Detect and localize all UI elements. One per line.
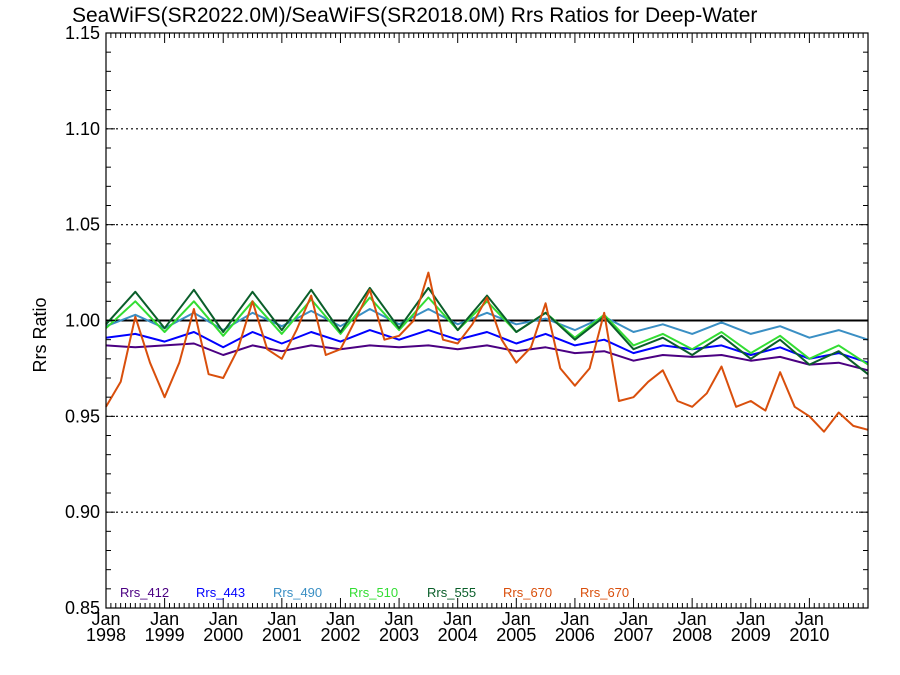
y-tick-label: 0.90 — [65, 502, 100, 522]
x-tick-labels: Jan1998Jan1999Jan2000Jan2001Jan2002Jan20… — [86, 609, 829, 645]
y-tick-label: 0.85 — [65, 598, 100, 618]
x-tick-year: 1998 — [86, 625, 126, 645]
x-tick-month: Jan — [150, 609, 179, 629]
series-line-rrs-670-5 — [105, 271, 869, 433]
x-tick-year: 2008 — [672, 625, 712, 645]
series-line-rrs-555-4 — [105, 286, 869, 375]
legend-entry: Rrs_510 — [349, 585, 398, 600]
x-tick-year: 1999 — [145, 625, 185, 645]
series-line-rrs-510-3 — [105, 296, 869, 366]
x-tick-year: 2003 — [379, 625, 419, 645]
y-tick-label: 1.10 — [65, 119, 100, 139]
legend-entry: Rrs_555 — [427, 585, 476, 600]
x-tick-year: 2005 — [496, 625, 536, 645]
x-tick-month: Jan — [678, 609, 707, 629]
plot-frame — [105, 32, 869, 609]
y-axis-label: Rrs Ratio — [30, 297, 50, 372]
x-tick-month: Jan — [619, 609, 648, 629]
x-tick-year: 2009 — [731, 625, 771, 645]
legend-entry: Rrs_412 — [120, 585, 169, 600]
y-tick-label: 1.05 — [65, 215, 100, 235]
x-tick-year: 2000 — [203, 625, 243, 645]
y-tick-label: 1.15 — [65, 23, 100, 43]
x-tick-month: Jan — [795, 609, 824, 629]
x-tick-year: 2002 — [320, 625, 360, 645]
x-tick-month: Jan — [91, 609, 120, 629]
legend-entry: Rrs_670 — [580, 585, 629, 600]
x-tick-month: Jan — [267, 609, 296, 629]
x-tick-month: Jan — [502, 609, 531, 629]
legend: Rrs_412 Rrs_443 Rrs_490 Rrs_510 Rrs_555 Rrs_6… — [120, 585, 629, 600]
y-tick-label: 0.95 — [65, 406, 100, 426]
x-tick-month: Jan — [385, 609, 414, 629]
x-tick-month: Jan — [209, 609, 238, 629]
series-line-rrs-412-0 — [105, 342, 869, 372]
series-line-rrs-490-2 — [105, 308, 869, 341]
y-tick-labels: 0.85 0.90 0.95 1.00 1.05 1.10 1.15 — [65, 23, 100, 618]
legend-entry: Rrs_490 — [273, 585, 322, 600]
x-tick-year: 2004 — [438, 625, 478, 645]
y-tick-label: 1.00 — [65, 311, 100, 331]
axes — [105, 32, 869, 609]
x-tick-year: 2001 — [262, 625, 302, 645]
x-tick-month: Jan — [736, 609, 765, 629]
chart-title: SeaWiFS(SR2022.0M)/SeaWiFS(SR2018.0M) Rr… — [72, 4, 757, 27]
x-tick-year: 2006 — [555, 625, 595, 645]
legend-entry: Rrs_670 — [503, 585, 552, 600]
series-lines — [105, 271, 869, 433]
x-tick-month: Jan — [443, 609, 472, 629]
x-tick-year: 2010 — [789, 625, 829, 645]
legend-entry: Rrs_443 — [196, 585, 245, 600]
x-tick-month: Jan — [326, 609, 355, 629]
x-tick-month: Jan — [560, 609, 589, 629]
x-tick-year: 2007 — [614, 625, 654, 645]
